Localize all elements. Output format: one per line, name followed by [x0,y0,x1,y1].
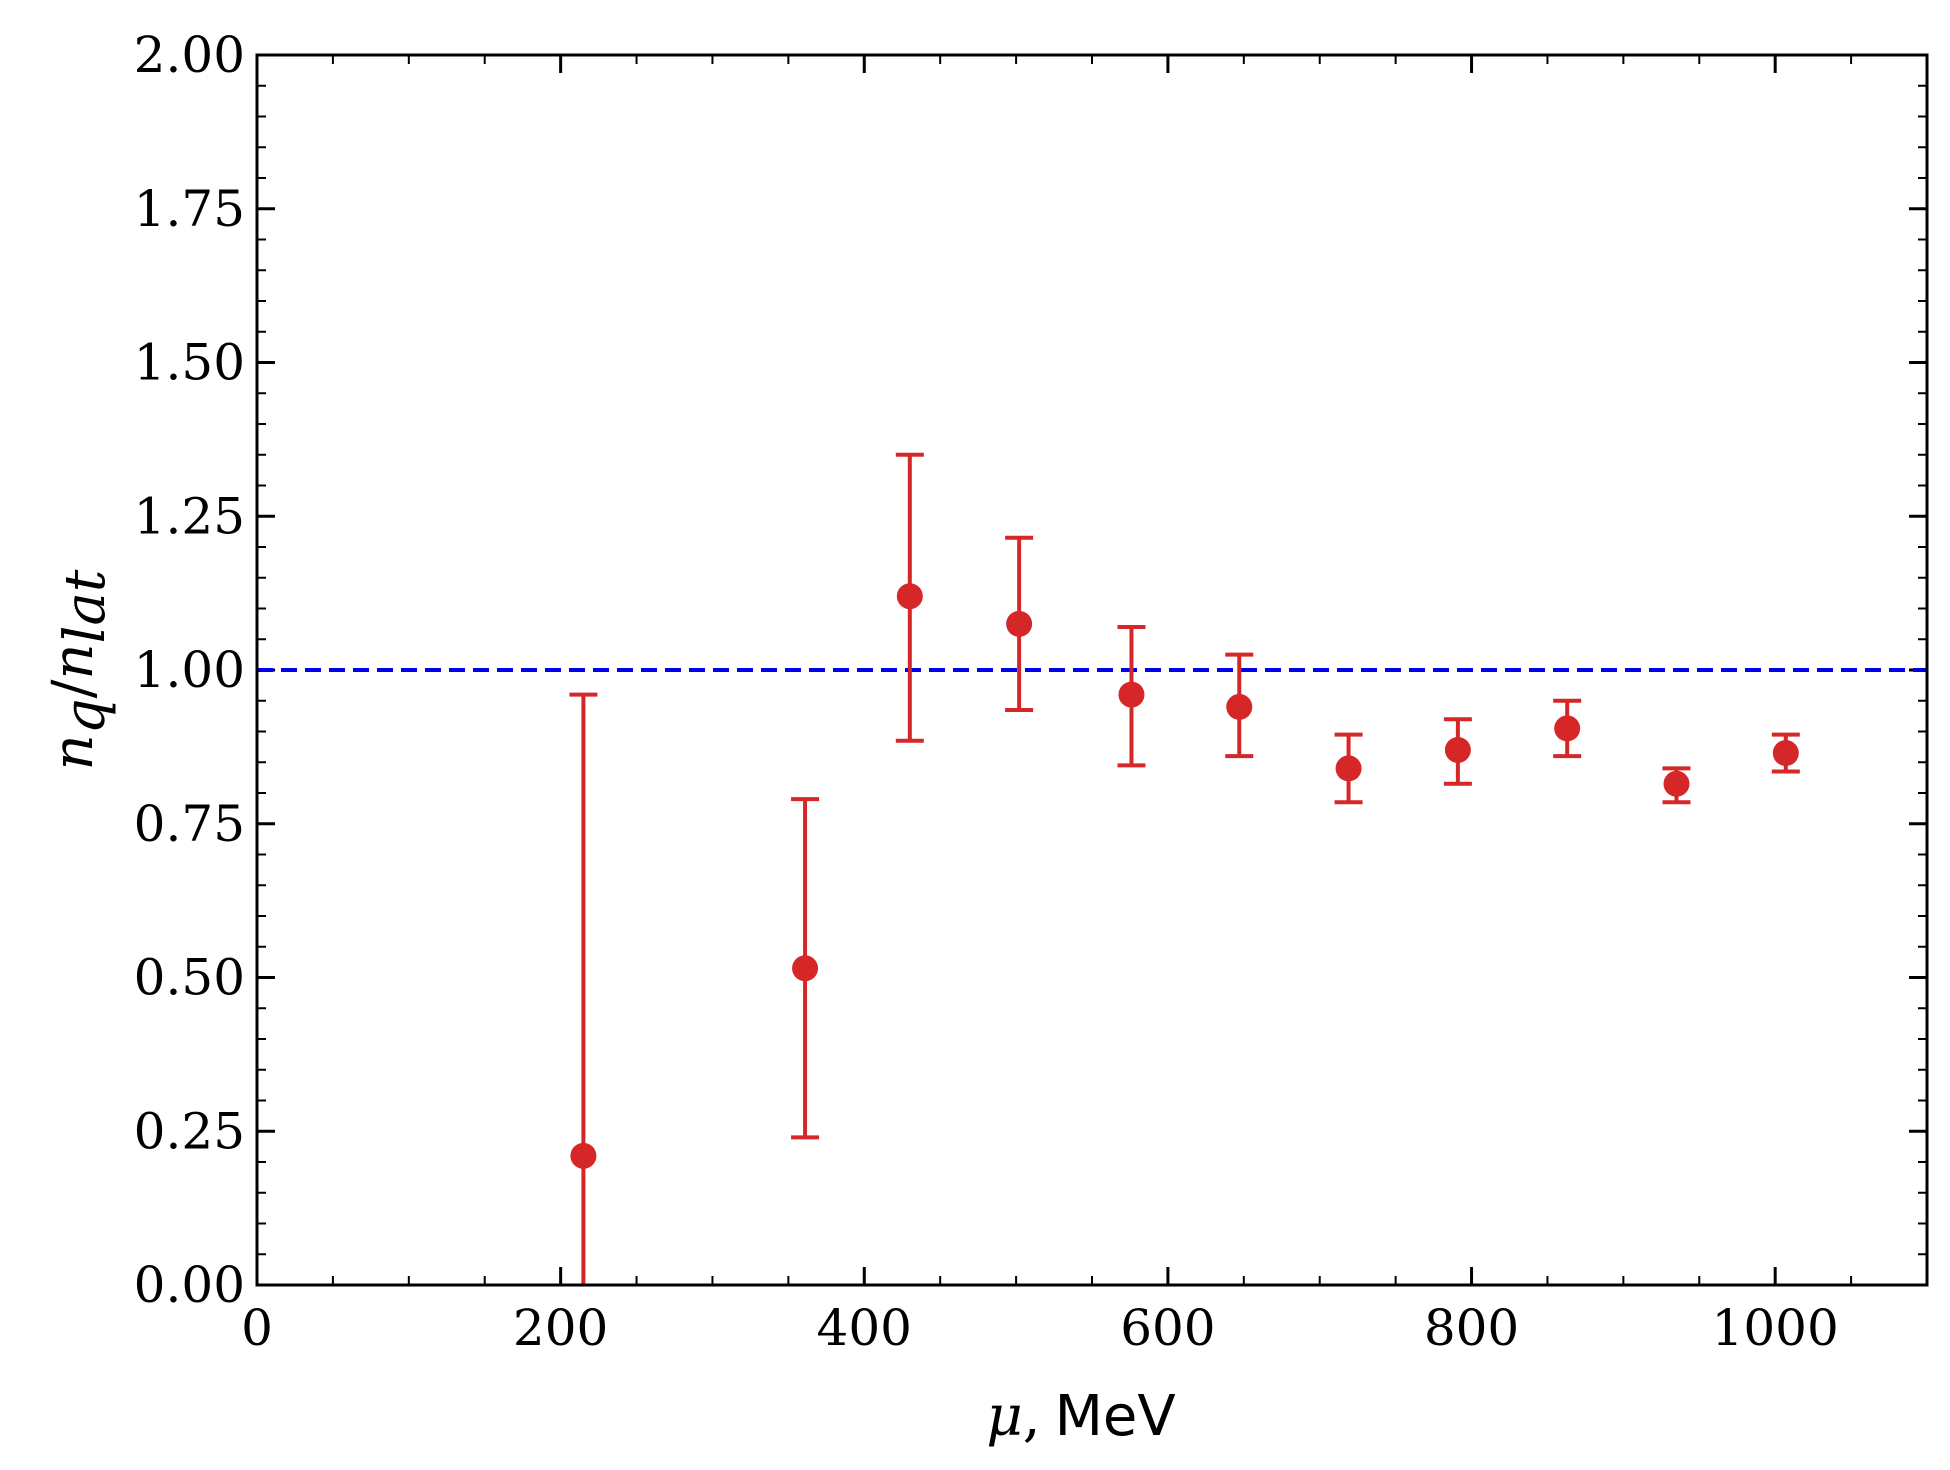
data-point [1226,693,1253,720]
data-point [1663,770,1690,797]
y-axis-numerator: n [41,734,106,770]
y-tick-label: 0.25 [134,1102,245,1160]
x-tick-label: 200 [513,1299,608,1357]
y-tick-labels: 0.00 0.25 0.50 0.75 1.00 1.25 1.50 1.75 2.00 [134,26,245,1314]
data-point [1444,736,1471,763]
data-point [1554,715,1581,742]
x-tick-labels: 0 200 400 600 800 1000 [241,1299,1839,1357]
x-tick-label: 800 [1424,1299,1519,1357]
y-tick-label: 0.75 [134,795,245,853]
y-axis-label: nq/nlat [41,569,118,770]
x-tick-label: 400 [817,1299,912,1357]
data-point [1118,681,1145,708]
plot-frame [255,53,1929,1287]
data-point [570,1142,597,1169]
y-axis-slash: / [41,679,106,698]
x-tick-label: 1000 [1712,1299,1839,1357]
y-tick-label: 1.00 [134,641,245,699]
data-point [1335,755,1362,782]
y-tick-label: 1.50 [134,334,245,392]
y-tick-label: 0.00 [134,1256,245,1314]
x-axis-symbol: μ [986,1384,1022,1449]
y-axis-numerator-sub: q [53,698,118,734]
y-tick-label: 1.75 [134,180,245,238]
y-tick-label: 1.25 [134,487,245,545]
data-point [896,583,923,610]
error-bars [569,452,1800,1285]
x-axis-label: μ, MeV [986,1384,1175,1449]
data-point [1006,610,1033,637]
x-axis-separator: , [1023,1384,1041,1449]
x-axis-unit: MeV [1055,1384,1176,1449]
y-tick-label: 0.50 [134,949,245,1007]
data-point [1772,740,1799,767]
x-tick-label: 600 [1120,1299,1215,1357]
data-point [792,955,819,982]
data-points [570,583,1799,1169]
y-axis-denominator: n [41,643,106,679]
x-tick-label: 0 [241,1299,273,1357]
y-tick-label: 2.00 [134,26,245,84]
y-axis-denominator-sub: lat [53,569,118,643]
